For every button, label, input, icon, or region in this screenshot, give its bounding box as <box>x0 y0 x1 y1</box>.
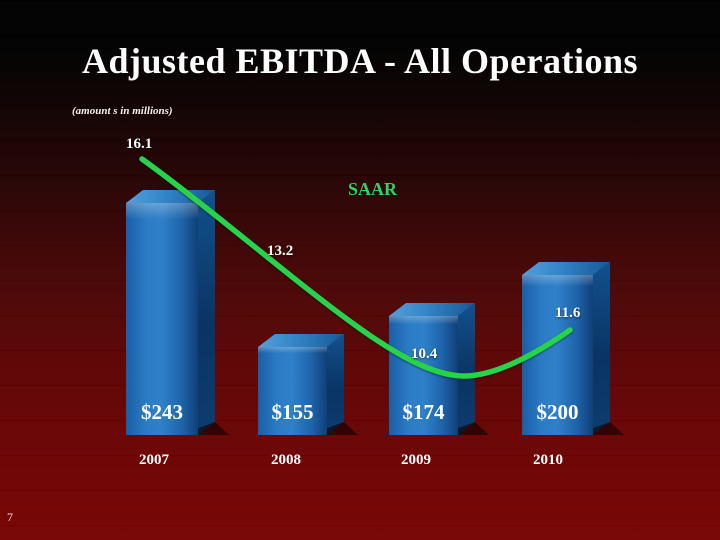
bar-value-label: $200 <box>536 400 579 424</box>
bar-2009: $174 <box>389 316 489 435</box>
bar-front-face: $155 <box>258 347 327 435</box>
year-label-2008: 2008 <box>271 452 301 468</box>
amounts-note: (amount s in millions) <box>72 105 173 117</box>
bar-front-face: $200 <box>522 275 593 435</box>
saar-value-2009: 10.4 <box>411 346 438 362</box>
page-number: 7 <box>7 510 13 524</box>
bar-side-face <box>327 334 344 435</box>
bar-value-label: $155 <box>271 400 314 424</box>
saar-legend-label: SAAR <box>348 179 398 199</box>
bar-value-label: $174 <box>402 400 445 424</box>
bar-2008: $155 <box>258 347 358 435</box>
bar-side-face <box>458 303 475 435</box>
year-label-2010: 2010 <box>533 452 563 468</box>
bar-front-face: $174 <box>389 316 458 435</box>
year-label-2007: 2007 <box>139 452 169 468</box>
bar-front-face: $243 <box>126 203 198 435</box>
bar-side-face <box>198 190 215 435</box>
slide-title: Adjusted EBITDA - All Operations <box>81 41 639 81</box>
bar-2007: $243 <box>126 203 229 435</box>
saar-value-2007: 16.1 <box>126 136 153 152</box>
year-label-2009: 2009 <box>401 452 431 468</box>
bar-2010: $200 <box>522 275 624 435</box>
bar-side-face <box>593 262 610 435</box>
saar-value-2008: 13.2 <box>267 243 294 259</box>
bar-value-label: $243 <box>141 400 183 424</box>
saar-value-2010: 11.6 <box>555 305 581 321</box>
